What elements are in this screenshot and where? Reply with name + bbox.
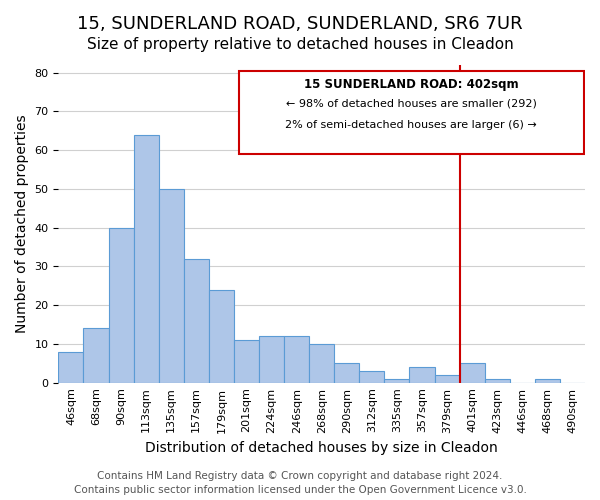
Bar (385, 379, 409, 382)
Y-axis label: Number of detached properties: Number of detached properties (15, 114, 29, 333)
Bar (134, 134, 159, 382)
Bar (234, 340, 259, 382)
Bar (485, 379, 510, 382)
Text: 15 SUNDERLAND ROAD: 402sqm: 15 SUNDERLAND ROAD: 402sqm (304, 78, 518, 91)
Bar (83, 328, 109, 382)
Text: Size of property relative to detached houses in Cleadon: Size of property relative to detached ho… (86, 38, 514, 52)
Text: ← 98% of detached houses are smaller (292): ← 98% of detached houses are smaller (29… (286, 98, 537, 108)
X-axis label: Distribution of detached houses by size in Cleadon: Distribution of detached houses by size … (145, 441, 498, 455)
Bar (209, 290, 234, 382)
Bar (460, 364, 485, 382)
Text: 15, SUNDERLAND ROAD, SUNDERLAND, SR6 7UR: 15, SUNDERLAND ROAD, SUNDERLAND, SR6 7UR (77, 15, 523, 33)
Bar (159, 189, 184, 382)
Bar (535, 379, 560, 382)
Bar (184, 258, 209, 382)
Bar (309, 344, 334, 383)
Bar (359, 371, 385, 382)
Bar (334, 364, 359, 382)
Bar (259, 336, 284, 382)
FancyBboxPatch shape (239, 71, 584, 154)
Bar (109, 228, 134, 382)
Bar (409, 367, 434, 382)
Bar (58, 352, 83, 382)
Bar (434, 375, 460, 382)
Bar (284, 336, 309, 382)
Text: Contains HM Land Registry data © Crown copyright and database right 2024.
Contai: Contains HM Land Registry data © Crown c… (74, 471, 526, 495)
Text: 2% of semi-detached houses are larger (6) →: 2% of semi-detached houses are larger (6… (286, 120, 537, 130)
